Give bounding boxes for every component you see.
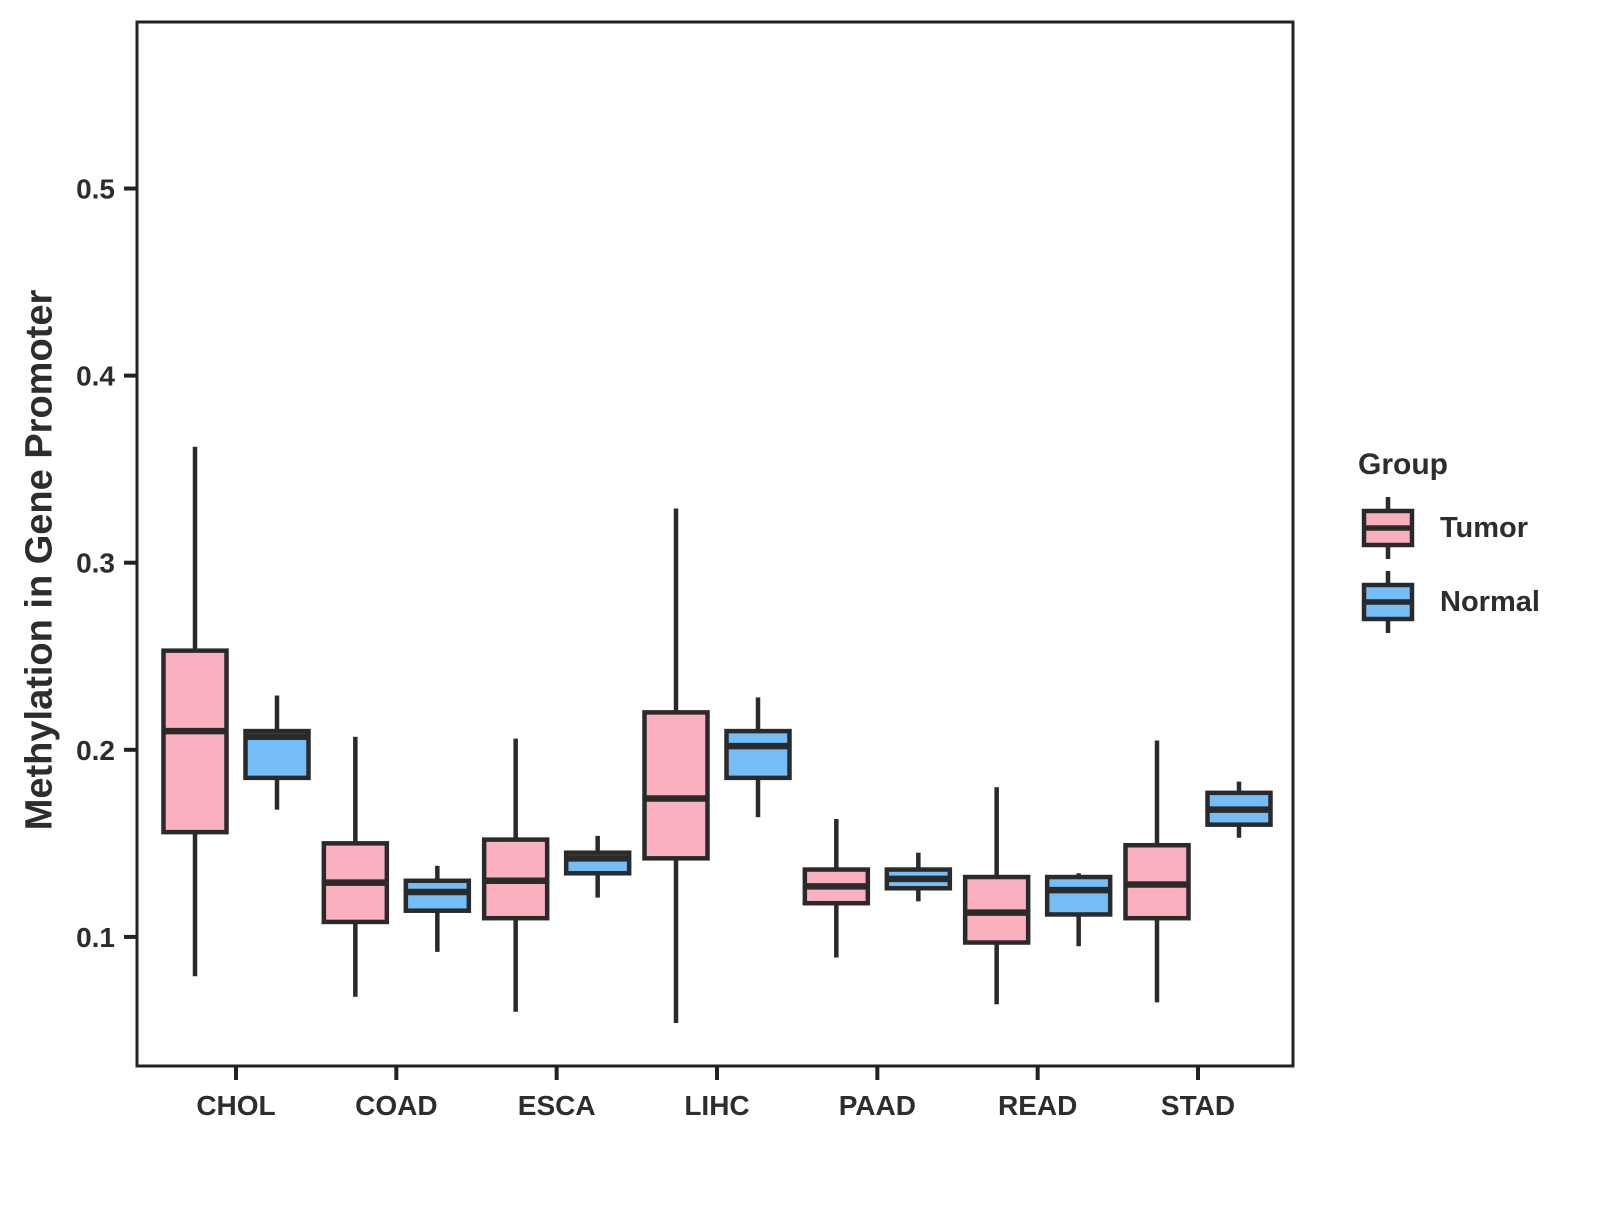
x-tick-label-LIHC: LIHC bbox=[684, 1090, 749, 1121]
y-tick-label: 0.2 bbox=[76, 735, 115, 766]
x-tick-label-PAAD: PAAD bbox=[839, 1090, 916, 1121]
legend: Group Tumor Normal bbox=[1358, 448, 1588, 634]
x-tick-label-COAD: COAD bbox=[355, 1090, 437, 1121]
box-COAD-Normal bbox=[403, 878, 472, 913]
legend-entry-tumor: Tumor bbox=[1358, 496, 1588, 560]
x-tick-label-READ: READ bbox=[998, 1090, 1077, 1121]
legend-entry-normal: Normal bbox=[1358, 570, 1588, 634]
box-LIHC-Tumor bbox=[642, 710, 710, 861]
box-CHOL-Tumor bbox=[161, 648, 229, 835]
x-tick-label-ESCA: ESCA bbox=[518, 1090, 596, 1121]
legend-key-normal-boxplot-icon bbox=[1361, 571, 1415, 633]
box-LIHC-Normal bbox=[724, 728, 792, 781]
legend-label-tumor: Tumor bbox=[1440, 511, 1529, 544]
y-axis-title: Methylation in Gene Promoter bbox=[18, 289, 61, 831]
y-tick-label: 0.1 bbox=[76, 922, 115, 953]
plot-panel bbox=[135, 20, 1295, 1068]
box-READ-Normal bbox=[1044, 874, 1113, 917]
legend-title: Group bbox=[1358, 448, 1448, 481]
y-tick-label: 0.4 bbox=[76, 361, 115, 392]
y-tick-label: 0.5 bbox=[76, 174, 115, 205]
x-tick-label-CHOL: CHOL bbox=[196, 1090, 275, 1121]
legend-label-normal: Normal bbox=[1440, 585, 1540, 618]
x-tick-label-STAD: STAD bbox=[1161, 1090, 1235, 1121]
legend-key-tumor-boxplot-icon bbox=[1361, 497, 1415, 559]
y-tick-label: 0.3 bbox=[76, 548, 115, 579]
